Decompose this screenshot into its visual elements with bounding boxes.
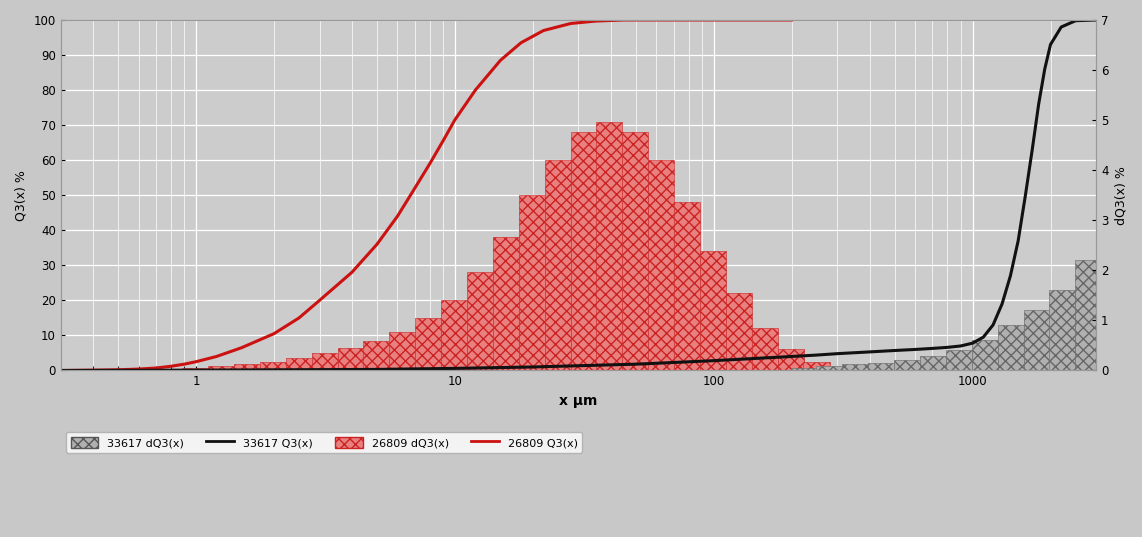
Bar bbox=[804, 362, 829, 371]
Bar bbox=[126, 369, 152, 371]
Bar bbox=[286, 358, 312, 371]
Bar bbox=[700, 251, 726, 371]
Bar bbox=[622, 132, 649, 371]
Bar bbox=[389, 332, 416, 371]
Bar bbox=[1023, 310, 1049, 371]
Bar bbox=[649, 160, 674, 371]
Legend: 33617 dQ3(x), 33617 Q3(x), 26809 dQ3(x), 26809 Q3(x): 33617 dQ3(x), 33617 Q3(x), 26809 dQ3(x),… bbox=[66, 432, 582, 453]
Y-axis label: Q3(x) %: Q3(x) % bbox=[15, 170, 29, 221]
Bar bbox=[817, 366, 843, 371]
Bar bbox=[151, 369, 177, 371]
Bar bbox=[894, 360, 920, 371]
Bar bbox=[545, 160, 571, 371]
Bar bbox=[829, 368, 855, 371]
Bar bbox=[1049, 291, 1076, 371]
Bar bbox=[868, 363, 894, 371]
Bar bbox=[1076, 260, 1101, 371]
Bar bbox=[946, 351, 972, 371]
Bar bbox=[441, 300, 467, 371]
Bar bbox=[998, 325, 1023, 371]
Bar bbox=[1127, 170, 1142, 371]
Bar bbox=[920, 357, 946, 371]
Bar bbox=[751, 329, 778, 371]
Bar bbox=[208, 366, 234, 371]
Bar bbox=[972, 340, 998, 371]
Bar bbox=[726, 293, 751, 371]
Bar bbox=[518, 195, 545, 371]
Bar bbox=[1101, 220, 1127, 371]
Bar bbox=[338, 347, 363, 371]
Bar bbox=[674, 202, 700, 371]
Bar bbox=[855, 370, 882, 371]
Bar bbox=[790, 368, 817, 371]
Bar bbox=[363, 340, 389, 371]
Bar bbox=[571, 132, 596, 371]
Bar bbox=[467, 272, 493, 371]
Bar bbox=[843, 365, 868, 371]
X-axis label: x µm: x µm bbox=[560, 394, 597, 408]
Bar bbox=[260, 362, 286, 371]
Bar bbox=[596, 122, 622, 371]
Bar bbox=[778, 350, 804, 371]
Bar bbox=[416, 318, 441, 371]
Bar bbox=[312, 353, 338, 371]
Bar bbox=[183, 368, 208, 371]
Bar bbox=[493, 237, 518, 371]
Bar bbox=[234, 364, 260, 371]
Y-axis label: dQ3(x) %: dQ3(x) % bbox=[1113, 166, 1127, 224]
